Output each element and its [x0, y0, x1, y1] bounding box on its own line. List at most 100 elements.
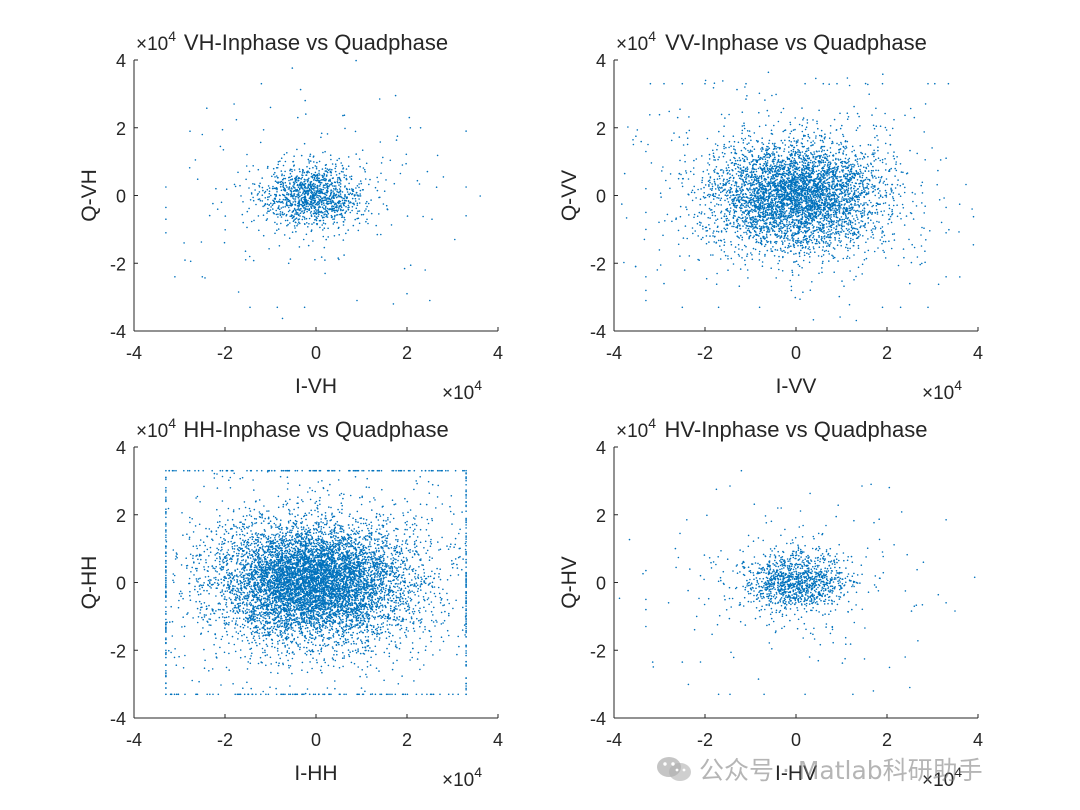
data-point	[792, 200, 794, 202]
data-point	[841, 143, 843, 145]
data-point	[327, 228, 329, 230]
data-point	[865, 223, 867, 225]
data-point	[309, 188, 311, 190]
data-point	[688, 178, 690, 180]
data-point	[828, 167, 830, 169]
data-point	[846, 198, 848, 200]
data-point	[826, 169, 828, 171]
data-point	[770, 156, 772, 158]
data-point	[811, 170, 813, 172]
data-point	[304, 212, 306, 214]
data-point	[782, 131, 784, 133]
data-point	[317, 175, 319, 177]
data-point	[850, 224, 852, 226]
data-point	[807, 134, 809, 136]
data-point	[348, 165, 350, 167]
data-point	[825, 242, 827, 244]
data-point	[737, 194, 739, 196]
data-point	[834, 233, 836, 235]
data-point	[753, 188, 755, 190]
data-point	[822, 149, 824, 151]
data-point	[817, 176, 819, 178]
data-point	[788, 177, 790, 179]
data-point	[872, 152, 874, 154]
data-point	[725, 229, 727, 231]
data-point	[307, 193, 309, 195]
data-point	[262, 190, 264, 192]
data-point	[830, 132, 832, 134]
data-point	[321, 198, 323, 200]
data-point	[343, 177, 345, 179]
data-point	[707, 195, 709, 197]
data-point	[272, 188, 274, 190]
data-point	[293, 210, 295, 212]
data-point	[277, 167, 279, 169]
data-point	[840, 176, 842, 178]
data-point	[819, 246, 821, 248]
data-point	[765, 190, 767, 192]
data-point	[812, 242, 814, 244]
data-point	[771, 191, 773, 193]
data-point	[802, 227, 804, 229]
data-point	[380, 173, 382, 175]
data-point	[808, 149, 810, 151]
data-point	[332, 185, 334, 187]
data-point	[718, 131, 720, 133]
data-point	[720, 183, 722, 185]
data-point	[840, 240, 842, 242]
data-point	[316, 196, 318, 198]
data-point	[323, 203, 325, 205]
data-point	[853, 188, 855, 190]
data-point	[823, 166, 825, 168]
data-point	[800, 231, 802, 233]
data-point	[341, 171, 343, 173]
data-point	[773, 216, 775, 218]
data-point	[814, 188, 816, 190]
data-point	[319, 191, 321, 193]
data-point	[699, 224, 701, 226]
data-point	[334, 181, 336, 183]
data-point	[746, 209, 748, 211]
data-point	[330, 159, 332, 161]
data-point	[371, 213, 373, 215]
data-point	[900, 185, 902, 187]
data-point	[854, 192, 856, 194]
data-point	[288, 193, 290, 195]
data-point	[759, 166, 761, 168]
x-tick-label: 0	[311, 343, 321, 363]
data-point	[336, 222, 338, 224]
data-point	[828, 223, 830, 225]
data-point	[788, 245, 790, 247]
data-point	[813, 181, 815, 183]
data-point	[721, 231, 723, 233]
data-point	[343, 254, 345, 256]
data-point	[766, 203, 768, 205]
data-point	[759, 253, 761, 255]
data-point	[892, 196, 894, 198]
data-point	[856, 234, 858, 236]
data-point	[839, 211, 841, 213]
data-point	[242, 201, 244, 203]
data-point	[338, 234, 340, 236]
data-point	[344, 196, 346, 198]
data-point	[798, 238, 800, 240]
data-point	[795, 240, 797, 242]
data-point	[320, 199, 322, 201]
data-point	[822, 246, 824, 248]
data-point	[420, 127, 422, 129]
data-point	[879, 190, 881, 192]
data-point	[876, 205, 878, 207]
data-point	[780, 212, 782, 214]
data-point	[315, 219, 317, 221]
data-point	[263, 214, 265, 216]
data-point	[828, 174, 830, 176]
data-point	[815, 166, 817, 168]
data-point	[343, 221, 345, 223]
data-point	[826, 175, 828, 177]
data-point	[766, 225, 768, 227]
data-point	[739, 164, 741, 166]
data-point	[860, 203, 862, 205]
data-point	[739, 199, 741, 201]
data-point	[776, 223, 778, 225]
data-point	[768, 115, 770, 117]
